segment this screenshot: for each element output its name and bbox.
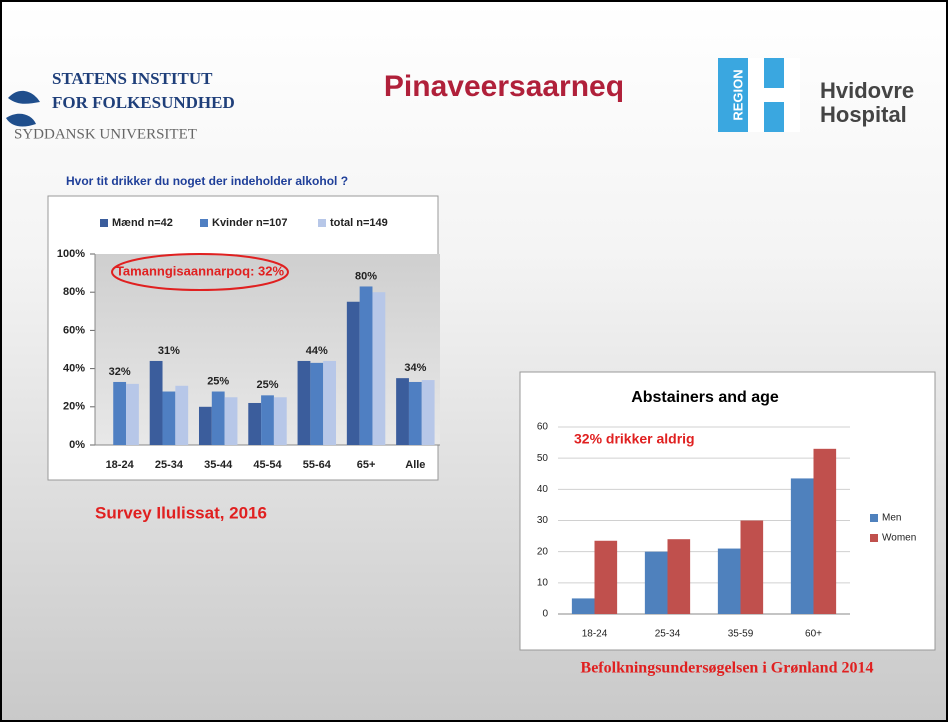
y-tick-label: 80% <box>63 286 85 298</box>
y-tick-label: 60 <box>537 422 549 433</box>
logo-text: Hospital <box>820 102 907 127</box>
logo-text: Hvidovre <box>820 78 914 103</box>
caption: Befolkningsundersøgelsen i Grønland 2014 <box>581 660 874 677</box>
data-label: 44% <box>306 345 328 357</box>
legend-swatch <box>318 219 326 227</box>
bar <box>175 385 189 445</box>
data-label: 31% <box>158 345 180 357</box>
x-tick-label: 35-59 <box>728 629 754 640</box>
bar <box>372 292 386 445</box>
y-tick-label: 50 <box>537 453 549 464</box>
bar <box>248 402 262 445</box>
legend-swatch <box>870 534 878 542</box>
legend-swatch <box>200 219 208 227</box>
bar <box>126 383 139 445</box>
bar <box>571 598 595 614</box>
bar <box>224 397 238 445</box>
x-tick-label: 18-24 <box>106 459 135 471</box>
logo-h <box>748 58 800 132</box>
bar <box>790 478 814 614</box>
bar <box>717 548 741 614</box>
logo-text: STATENS INSTITUT <box>52 69 213 88</box>
x-tick-label: 25-34 <box>655 629 681 640</box>
x-tick-label: 25-34 <box>155 459 184 471</box>
bar <box>421 380 435 445</box>
bar <box>396 378 409 445</box>
x-tick-label: 35-44 <box>204 459 233 471</box>
bar <box>359 286 373 445</box>
legend-label: Mænd n=42 <box>112 217 173 229</box>
x-tick-label: 60+ <box>805 629 822 640</box>
bar <box>261 395 274 445</box>
bar <box>113 381 127 445</box>
bar <box>740 520 764 614</box>
logo-leaf <box>6 90 40 127</box>
bar <box>198 406 212 445</box>
bar <box>273 397 287 445</box>
y-tick-label: 20 <box>537 546 549 557</box>
x-tick-label: 65+ <box>357 459 376 471</box>
logo-text: FOR FOLKESUNDHED <box>52 93 235 112</box>
x-tick-label: 45-54 <box>253 459 282 471</box>
bar <box>297 360 311 445</box>
y-tick-label: 40 <box>537 484 549 495</box>
x-tick-label: 18-24 <box>582 629 608 640</box>
x-tick-label: Alle <box>405 459 425 471</box>
annotation: 32% drikker aldrig <box>574 431 695 447</box>
bar <box>310 362 324 445</box>
bar <box>644 551 668 614</box>
legend-label: total n=149 <box>330 217 388 229</box>
bar <box>162 391 176 445</box>
x-tick-label: 55-64 <box>303 459 332 471</box>
annotation: Tamanngisaannarpoq: 32% <box>116 263 285 278</box>
bar <box>149 360 163 445</box>
y-tick-label: 0% <box>69 439 85 451</box>
y-tick-label: 20% <box>63 401 85 413</box>
y-tick-label: 0 <box>542 609 548 620</box>
legend-label: Men <box>882 513 901 524</box>
annotation-ellipse <box>111 253 289 291</box>
legend-swatch <box>870 514 878 522</box>
bar <box>408 381 422 445</box>
data-label: 80% <box>355 270 377 282</box>
y-tick-label: 60% <box>63 324 85 336</box>
slide-title: Pinaveersaarneq <box>384 70 624 103</box>
bar <box>667 539 691 614</box>
chart-title: Hvor tit drikker du noget der indeholder… <box>66 174 348 188</box>
bar <box>323 360 337 445</box>
data-label: 34% <box>404 362 426 374</box>
chart-title: Abstainers and age <box>631 389 779 406</box>
bar <box>813 448 837 614</box>
legend-label: Kvinder n=107 <box>212 217 288 229</box>
y-tick-label: 40% <box>63 363 85 375</box>
y-tick-label: 100% <box>57 248 85 260</box>
data-label: 25% <box>207 375 229 387</box>
bar <box>594 540 618 614</box>
bar <box>211 391 225 445</box>
logo-text: SYDDANSK UNIVERSITET <box>14 126 197 142</box>
logo-text: REGION <box>730 69 745 120</box>
caption: Survey Ilulissat, 2016 <box>95 503 267 522</box>
data-label: 32% <box>109 366 131 378</box>
y-tick-label: 10 <box>537 577 549 588</box>
legend-swatch <box>100 219 108 227</box>
data-label: 25% <box>256 379 278 391</box>
y-tick-label: 30 <box>537 515 549 526</box>
bar <box>346 301 360 445</box>
legend-label: Women <box>882 533 916 544</box>
